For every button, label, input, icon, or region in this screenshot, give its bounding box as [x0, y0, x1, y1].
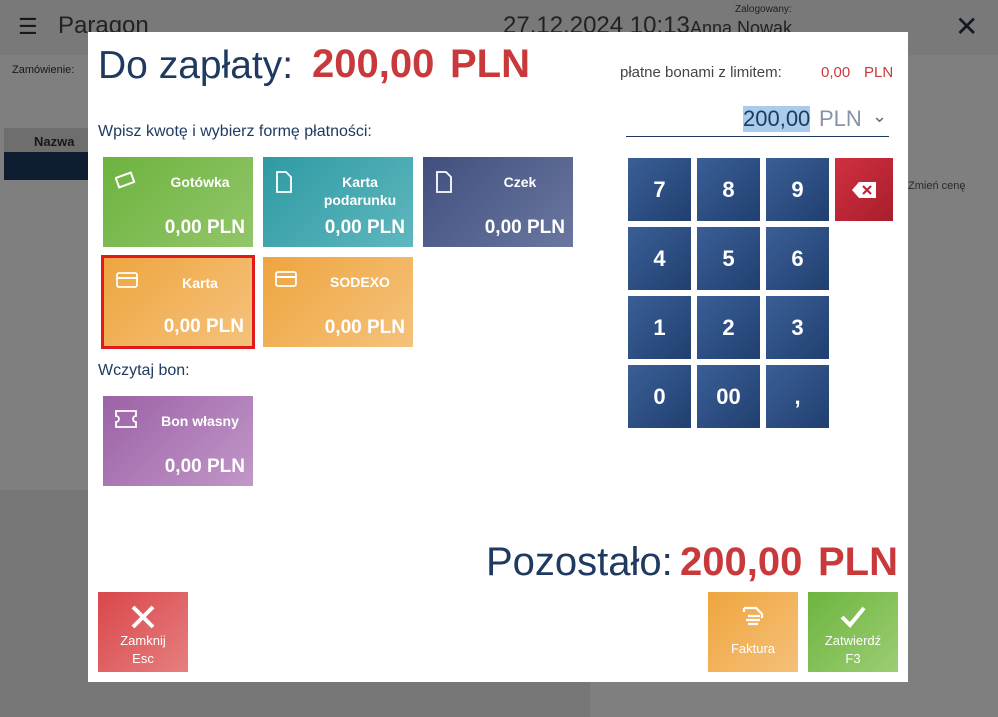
backspace-key[interactable] — [835, 158, 893, 221]
method-tile[interactable]: SODEXO 0,00 PLN — [263, 257, 413, 347]
method-name: Karta podarunku — [323, 174, 397, 208]
method-name: Gotówka — [170, 174, 230, 190]
voucher-tile[interactable]: Bon własny 0,00 PLN — [103, 396, 253, 486]
method-tile[interactable]: Karta podarunku 0,00 PLN — [263, 157, 413, 247]
keypad-key[interactable]: 7 — [628, 158, 691, 221]
remaining-label: Pozostało: — [486, 540, 673, 584]
remaining-amount: 200,00 — [680, 540, 803, 584]
voucher-amount: 0,00 PLN — [164, 456, 245, 477]
method-name: Karta — [182, 275, 218, 291]
keypad-key[interactable]: , — [766, 365, 829, 428]
keypad-key[interactable]: 00 — [697, 365, 760, 428]
method-name: Czek — [503, 174, 537, 190]
button-label: Zatwierdź — [824, 633, 882, 648]
button-shortcut: F3 — [845, 651, 861, 666]
invoice-button[interactable]: Faktura — [708, 592, 798, 672]
button-shortcut: Esc — [132, 651, 154, 666]
voucher-limit-currency: PLN — [864, 64, 894, 81]
methods-label: Wpisz kwotę i wybierz formę płatności: — [98, 123, 372, 140]
button-label: Zamknij — [120, 633, 166, 648]
voucher-limit-label: płatne bonami z limitem: — [620, 64, 782, 81]
method-tile[interactable]: Czek 0,00 PLN — [423, 157, 573, 247]
keypad-key[interactable]: 0 — [628, 365, 691, 428]
chevron[interactable]: ⌄ — [872, 106, 888, 126]
keypad-key[interactable]: 6 — [766, 227, 829, 290]
keypad-key[interactable]: 2 — [697, 296, 760, 359]
method-amount: 0,00 PLN — [324, 317, 405, 338]
payment-dialog: Do zapłaty: 200,00 PLN płatne bonami z l… — [88, 32, 908, 682]
input-amount: 200,00 — [743, 106, 811, 132]
keypad-key[interactable]: 1 — [628, 296, 691, 359]
keypad-key[interactable]: 5 — [697, 227, 760, 290]
voucher-limit-amount: 0,00 — [821, 64, 851, 81]
due-amount: 200,00 — [312, 42, 435, 86]
due-currency: PLN — [450, 42, 530, 86]
keypad-key[interactable]: 8 — [697, 158, 760, 221]
keypad-key[interactable]: 3 — [766, 296, 829, 359]
method-amount: 0,00 PLN — [484, 217, 565, 238]
button-label: Faktura — [730, 641, 776, 656]
voucher-name: Bon własny — [161, 413, 239, 429]
method-tile[interactable]: Gotówka 0,00 PLN — [103, 157, 253, 247]
remaining-currency: PLN — [818, 540, 898, 584]
method-amount: 0,00 PLN — [163, 316, 244, 337]
method-amount: 0,00 PLN — [324, 217, 405, 238]
method-tile-selected[interactable]: Karta 0,00 PLN — [101, 255, 255, 349]
keypad-key[interactable]: 4 — [628, 227, 691, 290]
due-label: Do zapłaty: — [98, 44, 294, 87]
input-currency: PLN — [819, 106, 862, 131]
keypad-key[interactable]: 9 — [766, 158, 829, 221]
confirm-button[interactable]: Zatwierdź F3 — [808, 592, 898, 672]
voucher-label: Wczytaj bon: — [98, 362, 190, 379]
close-button[interactable]: Zamknij Esc — [98, 592, 188, 672]
method-name: SODEXO — [330, 274, 390, 290]
amount-input[interactable]: 200,00 PLN ⌄ — [626, 104, 889, 137]
method-amount: 0,00 PLN — [164, 217, 245, 238]
